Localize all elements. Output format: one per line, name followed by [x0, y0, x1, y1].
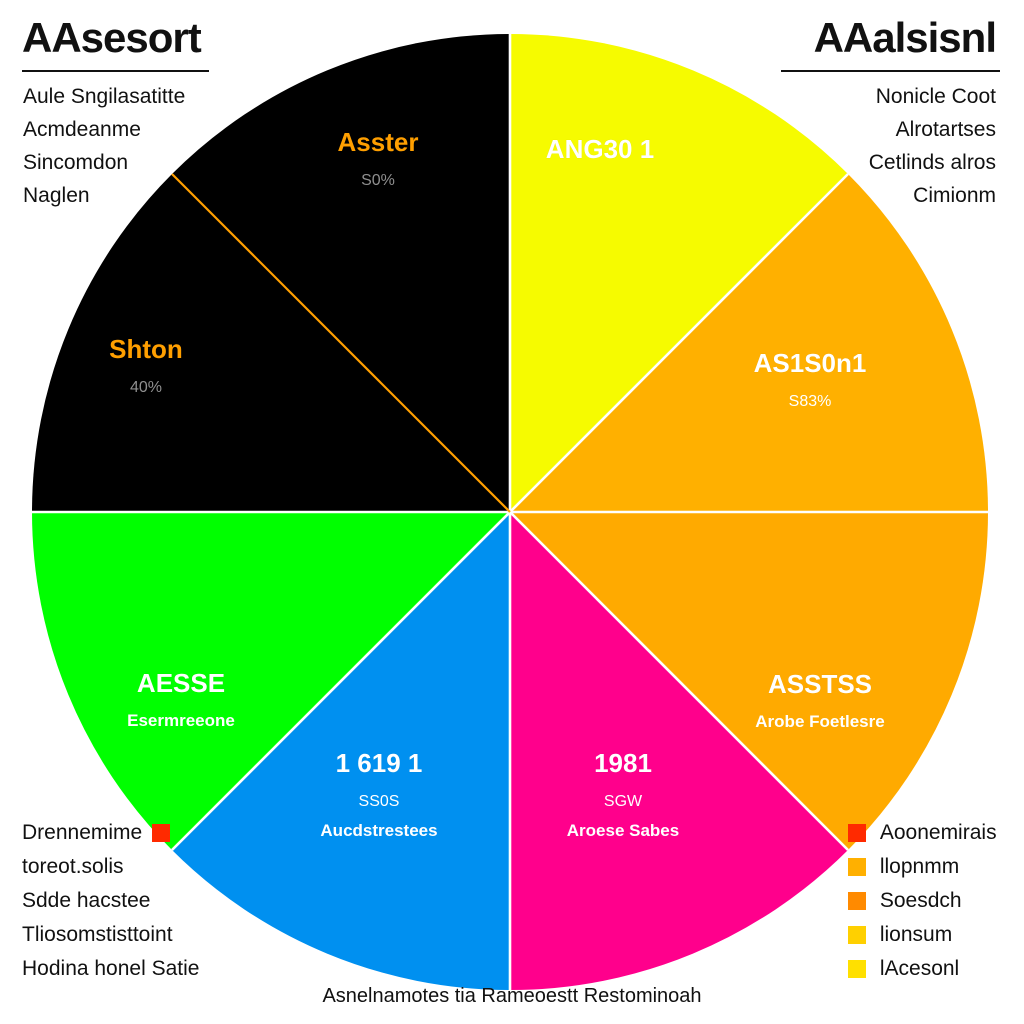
- legend-swatch: [152, 824, 171, 842]
- legend-label: Soesdch: [879, 889, 962, 912]
- legend-label: Aoonemirais: [879, 821, 997, 844]
- slice-label: AESSE: [137, 668, 225, 698]
- slice-value-label: SGW: [604, 793, 643, 810]
- legend-label: toreot.solis: [22, 855, 124, 878]
- right-note: Alrotartses: [895, 118, 996, 141]
- legend-swatch: [848, 858, 866, 876]
- pie-slice: [32, 174, 510, 512]
- slice-value-label: S0%: [361, 172, 395, 189]
- left-note: Acmdeanme: [23, 118, 141, 141]
- right-note: Cimionm: [913, 184, 996, 207]
- slice-value-label: S83%: [789, 393, 832, 410]
- pie-dividers: [32, 34, 988, 990]
- corner-title-left: AAsesort: [22, 14, 202, 61]
- title-rule-left: [22, 70, 209, 72]
- pie-slices: [32, 34, 988, 990]
- slice-label: 1 619 1: [336, 748, 423, 778]
- slice-value-label: SS0S: [359, 793, 400, 810]
- legend-item: Aoonemirais: [848, 816, 997, 850]
- pie-slice: [172, 512, 510, 990]
- slice-sublabel: Esermreeone: [127, 711, 235, 730]
- legend-item: lAcesonl: [848, 952, 997, 986]
- pie-labels: ANG30 1 AS1S0n1 S83% ASSTSS Arobe Foetlesre 1…: [109, 127, 885, 840]
- legend-item: Tliosomstisttoint: [22, 918, 199, 952]
- legend-item: llopnmm: [848, 850, 997, 884]
- left-note: Naglen: [23, 184, 90, 207]
- legend-swatch: [848, 824, 866, 842]
- legend-item: Hodina honel Satie: [22, 952, 199, 986]
- slice-sublabel: Arobe Foetlesre: [755, 712, 884, 731]
- slice-label: Shton: [109, 334, 183, 364]
- slice-label: 1981: [594, 748, 652, 778]
- pie-divider: [509, 173, 849, 513]
- footer-note: Asnelnamotes tia Rameoestt Restominoah: [322, 985, 702, 1007]
- pie-divider: [171, 511, 511, 851]
- legend-label: llopnmm: [879, 855, 960, 878]
- legend-swatch: [848, 892, 866, 910]
- pie-slice: [510, 512, 848, 990]
- slice-label: AS1S0n1: [754, 348, 867, 378]
- legend-item: Sdde hacstee: [22, 884, 199, 918]
- legend-label: Sdde hacstee: [22, 889, 151, 912]
- legend-label: lAcesonl: [879, 957, 960, 980]
- pie-slice: [32, 512, 510, 850]
- slice-sublabel: Aucdstrestees: [320, 821, 437, 840]
- legend-item: lionsum: [848, 918, 997, 952]
- legend-item: Soesdch: [848, 884, 997, 918]
- legend-item: Drennemime: [22, 816, 199, 850]
- right-note: Nonicle Coot: [875, 85, 996, 108]
- legend-label: Tliosomstisttoint: [22, 923, 173, 946]
- pie-slice: [510, 34, 848, 512]
- left-note: Sincomdon: [23, 151, 129, 174]
- left-notes: Aule Sngilasatitte Acmdeanme Sincomdon N…: [23, 80, 185, 212]
- pie-slice: [510, 174, 988, 512]
- legend-swatch: [848, 960, 866, 978]
- legend-item: toreot.solis: [22, 850, 199, 884]
- pie-divider: [509, 511, 849, 851]
- pie-slice: [510, 512, 988, 850]
- right-notes: Nonicle Coot Alrotartses Cetlinds alros …: [869, 80, 996, 212]
- legend-left: Drennemime toreot.solis Sdde hacstee Tli…: [22, 816, 199, 986]
- right-note: Cetlinds alros: [868, 151, 996, 174]
- corner-title-right: AAalsisnl: [813, 14, 997, 61]
- slice-sublabel: Aroese Sabes: [567, 821, 679, 840]
- slice-label: ASSTSS: [768, 669, 872, 699]
- left-note: Aule Sngilasatitte: [23, 85, 186, 108]
- slice-label: Asster: [338, 127, 419, 157]
- title-rule-right: [781, 70, 1000, 72]
- legend-label: lionsum: [879, 923, 953, 946]
- pie-slice: [172, 34, 510, 512]
- legend-label: Drennemime: [22, 821, 143, 844]
- slice-value-label: 40%: [130, 379, 162, 396]
- legend-right: Aoonemirais llopnmm Soesdch lionsum lAce…: [848, 816, 997, 986]
- legend-label: Hodina honel Satie: [22, 957, 200, 980]
- pie-divider: [171, 173, 511, 513]
- slice-label: ANG30 1: [546, 134, 654, 164]
- legend-swatch: [848, 926, 866, 944]
